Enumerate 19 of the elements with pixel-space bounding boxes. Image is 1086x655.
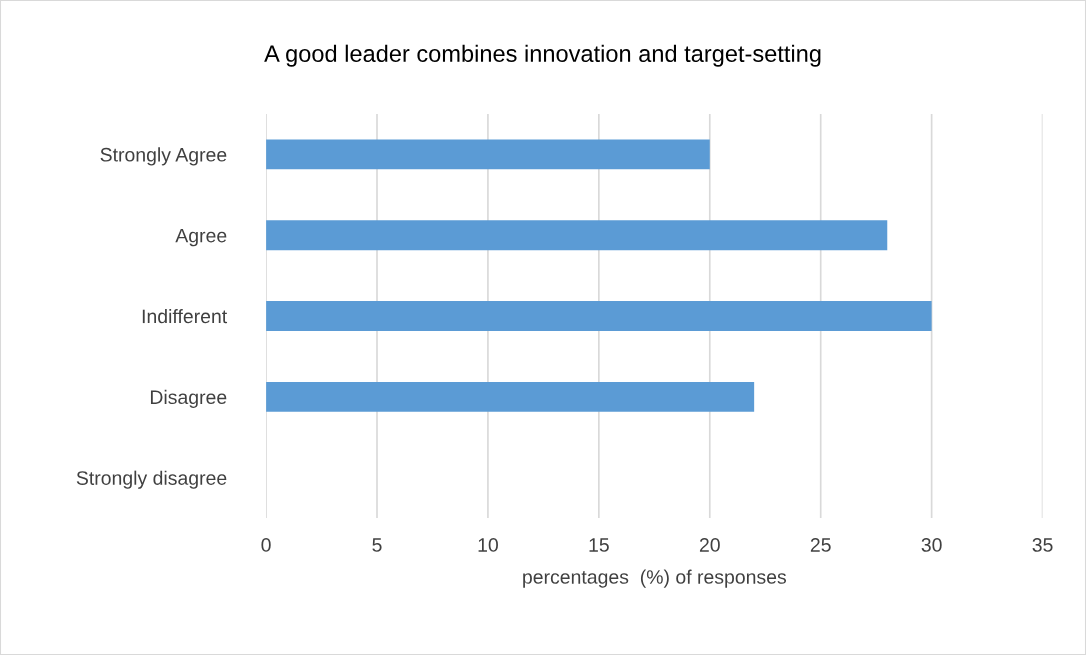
chart-title: A good leader combines innovation and target-setting <box>264 44 821 67</box>
y-tick-label: Strongly Agree <box>100 147 227 166</box>
y-tick-label: Strongly disagree <box>76 470 227 489</box>
x-tick-label: 20 <box>699 538 720 552</box>
x-tick-label: 0 <box>261 538 271 552</box>
x-tick-label: 35 <box>1032 538 1053 552</box>
x-tick-label: 5 <box>372 538 382 552</box>
x-axis-title: percentages (%) of responses <box>523 569 787 588</box>
bar <box>266 301 932 331</box>
bar <box>266 220 888 251</box>
x-tick-label: 25 <box>810 538 831 552</box>
y-tick-label: Agree <box>175 228 227 247</box>
x-tick-label: 30 <box>921 538 942 552</box>
bar <box>266 139 710 170</box>
y-tick-label: Disagree <box>150 389 227 408</box>
x-tick-label: 15 <box>589 538 609 552</box>
y-tick-label: Indifferent <box>142 308 228 324</box>
bar <box>266 381 755 412</box>
x-tick-label: 10 <box>478 538 498 552</box>
